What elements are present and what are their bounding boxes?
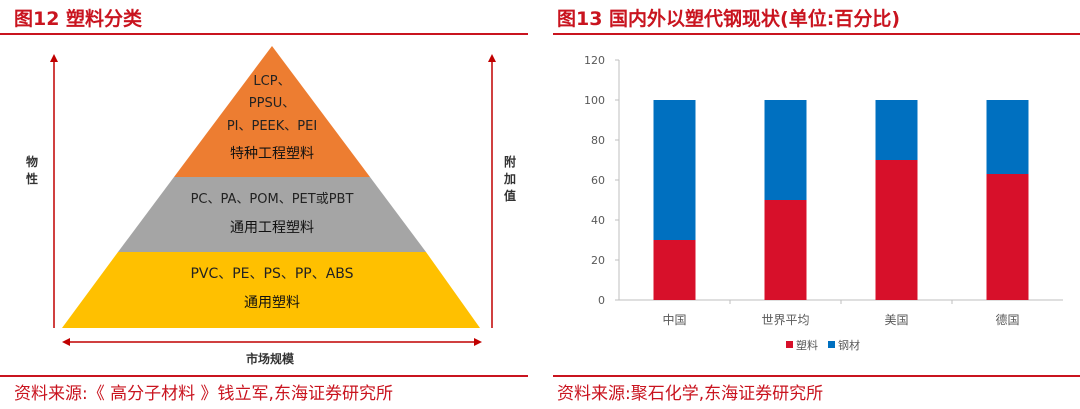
tier-top-line-1: LCP、 bbox=[253, 74, 290, 89]
legend-swatch bbox=[828, 341, 835, 348]
bar-plastic bbox=[764, 200, 807, 300]
right-figure: 图13 国内外以塑代钢现状(单位:百分比) 0 20 40 60 80 100 120 中国 世… bbox=[553, 0, 1080, 409]
right-source-rule bbox=[553, 375, 1080, 377]
right-axis-label: 附 加 值 bbox=[503, 155, 516, 203]
pyramid-diagram: LCP、 PPSU、 PI、PEEK、PEI 特种工程塑料 PC、PA、POM、… bbox=[50, 46, 496, 346]
y-tick-label: 40 bbox=[591, 214, 605, 227]
tier-bottom-name: 通用塑料 bbox=[244, 295, 300, 311]
x-tick-label: 中国 bbox=[662, 312, 686, 327]
left-figure-title: 图12 塑料分类 bbox=[14, 8, 143, 30]
y-tick-label: 120 bbox=[584, 54, 605, 67]
bottom-axis-label: 市场规模 bbox=[246, 352, 295, 366]
y-tick-label: 0 bbox=[598, 294, 605, 307]
bar-plastic bbox=[986, 174, 1029, 300]
pyramid-tier-middle bbox=[118, 177, 426, 252]
tier-middle-line-1: PC、PA、POM、PET或PBT bbox=[191, 192, 354, 207]
y-tick-label: 20 bbox=[591, 254, 605, 267]
x-tick-label: 世界平均 bbox=[761, 313, 809, 327]
legend-label: 钢材 bbox=[838, 338, 860, 352]
tier-top-line-2: PPSU、 bbox=[249, 96, 295, 111]
bar-steel bbox=[875, 100, 918, 160]
legend-swatch bbox=[786, 341, 793, 348]
bar-plastic bbox=[875, 160, 918, 300]
pyramid-tier-top bbox=[174, 46, 370, 177]
legend-label: 塑料 bbox=[796, 338, 818, 352]
right-title-rule bbox=[553, 33, 1080, 35]
bar-plastic bbox=[653, 240, 696, 300]
left-figure: 图12 塑料分类 LCP、 PPSU、 PI、PEEK、PEI 特种工程塑料 P… bbox=[0, 0, 528, 409]
bar-steel bbox=[986, 100, 1029, 174]
x-tick-label: 美国 bbox=[884, 313, 908, 327]
left-title-rule bbox=[0, 33, 528, 35]
bar-steel bbox=[653, 100, 696, 240]
tier-top-line-3: PI、PEEK、PEI bbox=[227, 119, 317, 134]
tier-middle-name: 通用工程塑料 bbox=[230, 220, 314, 236]
y-tick-label: 80 bbox=[591, 134, 605, 147]
left-axis-label: 物 性 bbox=[25, 155, 38, 186]
left-source-rule bbox=[0, 375, 528, 377]
right-figure-title: 图13 国内外以塑代钢现状(单位:百分比) bbox=[557, 8, 901, 30]
right-figure-source: 资料来源:聚石化学,东海证券研究所 bbox=[557, 384, 824, 404]
tier-bottom-line-1: PVC、PE、PS、PP、ABS bbox=[190, 266, 353, 282]
tier-top-name: 特种工程塑料 bbox=[230, 146, 314, 162]
y-tick-label: 60 bbox=[591, 174, 605, 187]
y-tick-label: 100 bbox=[584, 94, 605, 107]
bar-steel bbox=[764, 100, 807, 200]
x-tick-label: 德国 bbox=[995, 312, 1019, 327]
left-figure-source: 资料来源:《 高分子材料 》钱立军,东海证券研究所 bbox=[14, 384, 393, 404]
pyramid-tier-bottom bbox=[62, 252, 480, 328]
